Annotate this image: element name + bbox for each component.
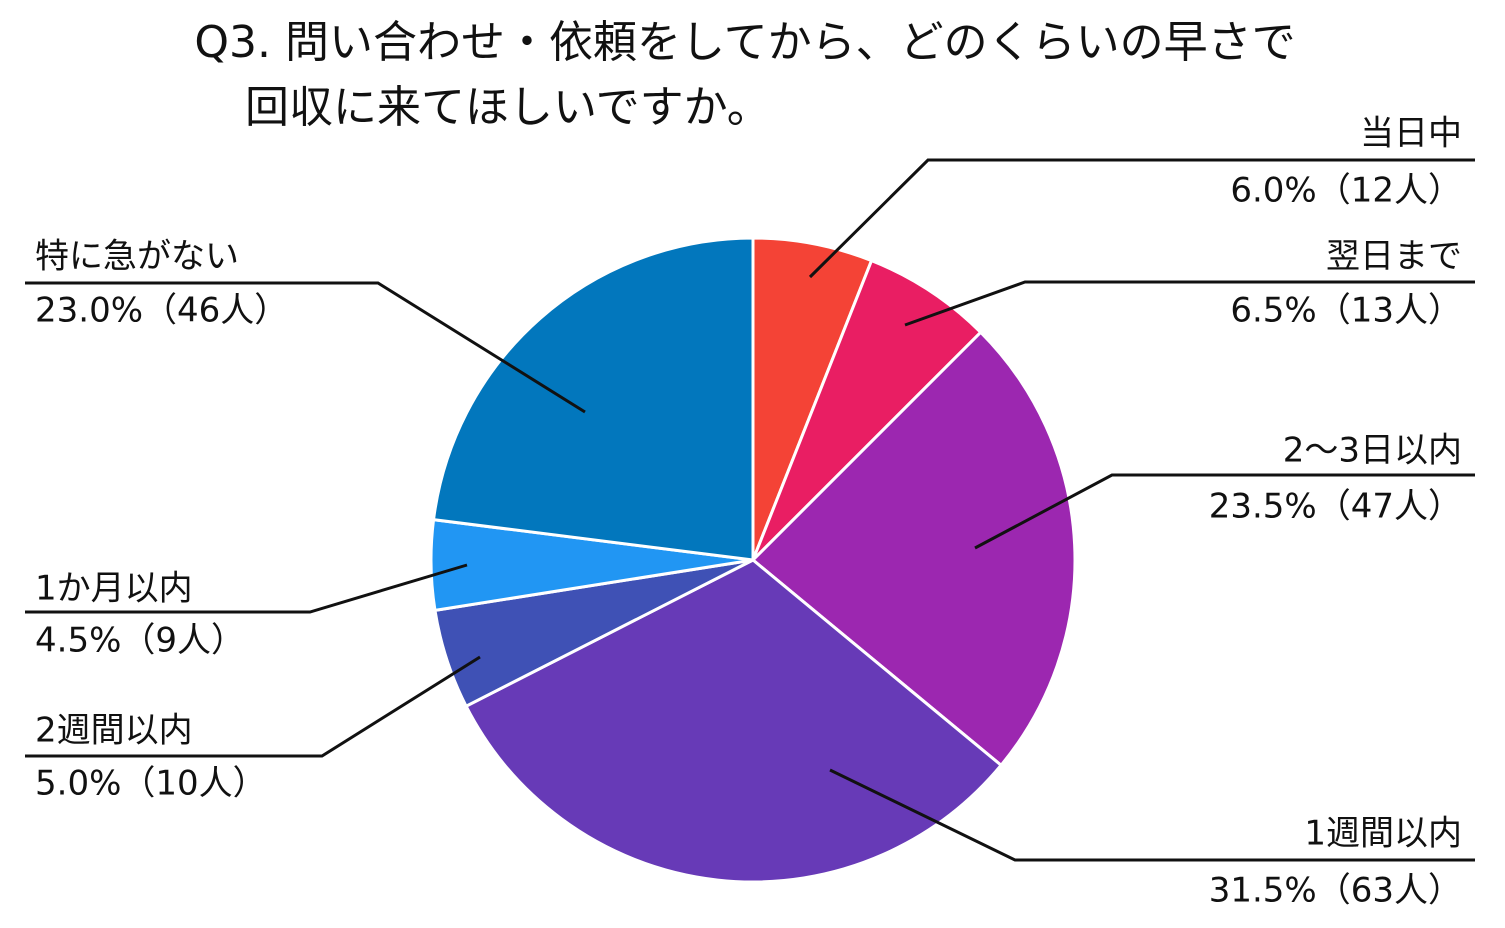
category-label: 特に急がない: [35, 237, 239, 277]
pie-slice: [431, 236, 755, 562]
category-label: 1週間以内: [1304, 814, 1462, 854]
category-label: 2～3日以内: [1283, 431, 1462, 471]
pie-slice: [750, 330, 1077, 768]
chart-title: Q3. 問い合わせ・依頼をしてから、どのくらいの早さで: [194, 17, 1295, 68]
category-label: 翌日まで: [1326, 237, 1462, 277]
chart-title: 回収に来てほしいですか。: [245, 82, 771, 133]
leader-line: [808, 158, 1475, 279]
value-label: 4.5%（9人）: [35, 621, 245, 661]
leader-line: [25, 655, 481, 758]
leader-line: [829, 768, 1475, 862]
pie-slice: [751, 236, 874, 561]
category-label: 当日中: [1360, 114, 1462, 154]
value-label: 23.5%（47人）: [1209, 487, 1462, 527]
value-label: 31.5%（63人）: [1209, 871, 1462, 911]
pie-slice: [751, 258, 983, 562]
value-label: 6.0%（12人）: [1230, 171, 1462, 211]
leader-line: [25, 281, 586, 414]
value-label: 5.0%（10人）: [35, 764, 267, 804]
category-label: 2週間以内: [35, 711, 193, 751]
value-label: 23.0%（46人）: [35, 291, 288, 331]
value-label: 6.5%（13人）: [1230, 291, 1462, 331]
leader-line: [904, 280, 1475, 327]
category-label: 1か月以内: [35, 569, 193, 609]
leader-line: [25, 563, 468, 614]
leader-line: [974, 473, 1475, 550]
